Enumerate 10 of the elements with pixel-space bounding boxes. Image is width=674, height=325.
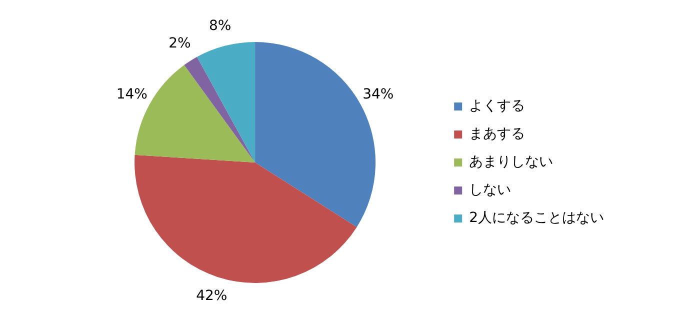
data-label: 14% [116,86,148,102]
data-label: 42% [196,288,228,304]
data-label: 2% [168,36,191,52]
legend-label: しない [469,182,512,198]
legend-label: まあする [469,126,526,142]
data-label: 34% [362,86,394,102]
legend-label: よくする [469,98,526,114]
data-label: 8% [208,18,232,34]
legend-label: 2人になることはない [469,210,604,226]
legend-label: あまりしない [469,154,554,170]
